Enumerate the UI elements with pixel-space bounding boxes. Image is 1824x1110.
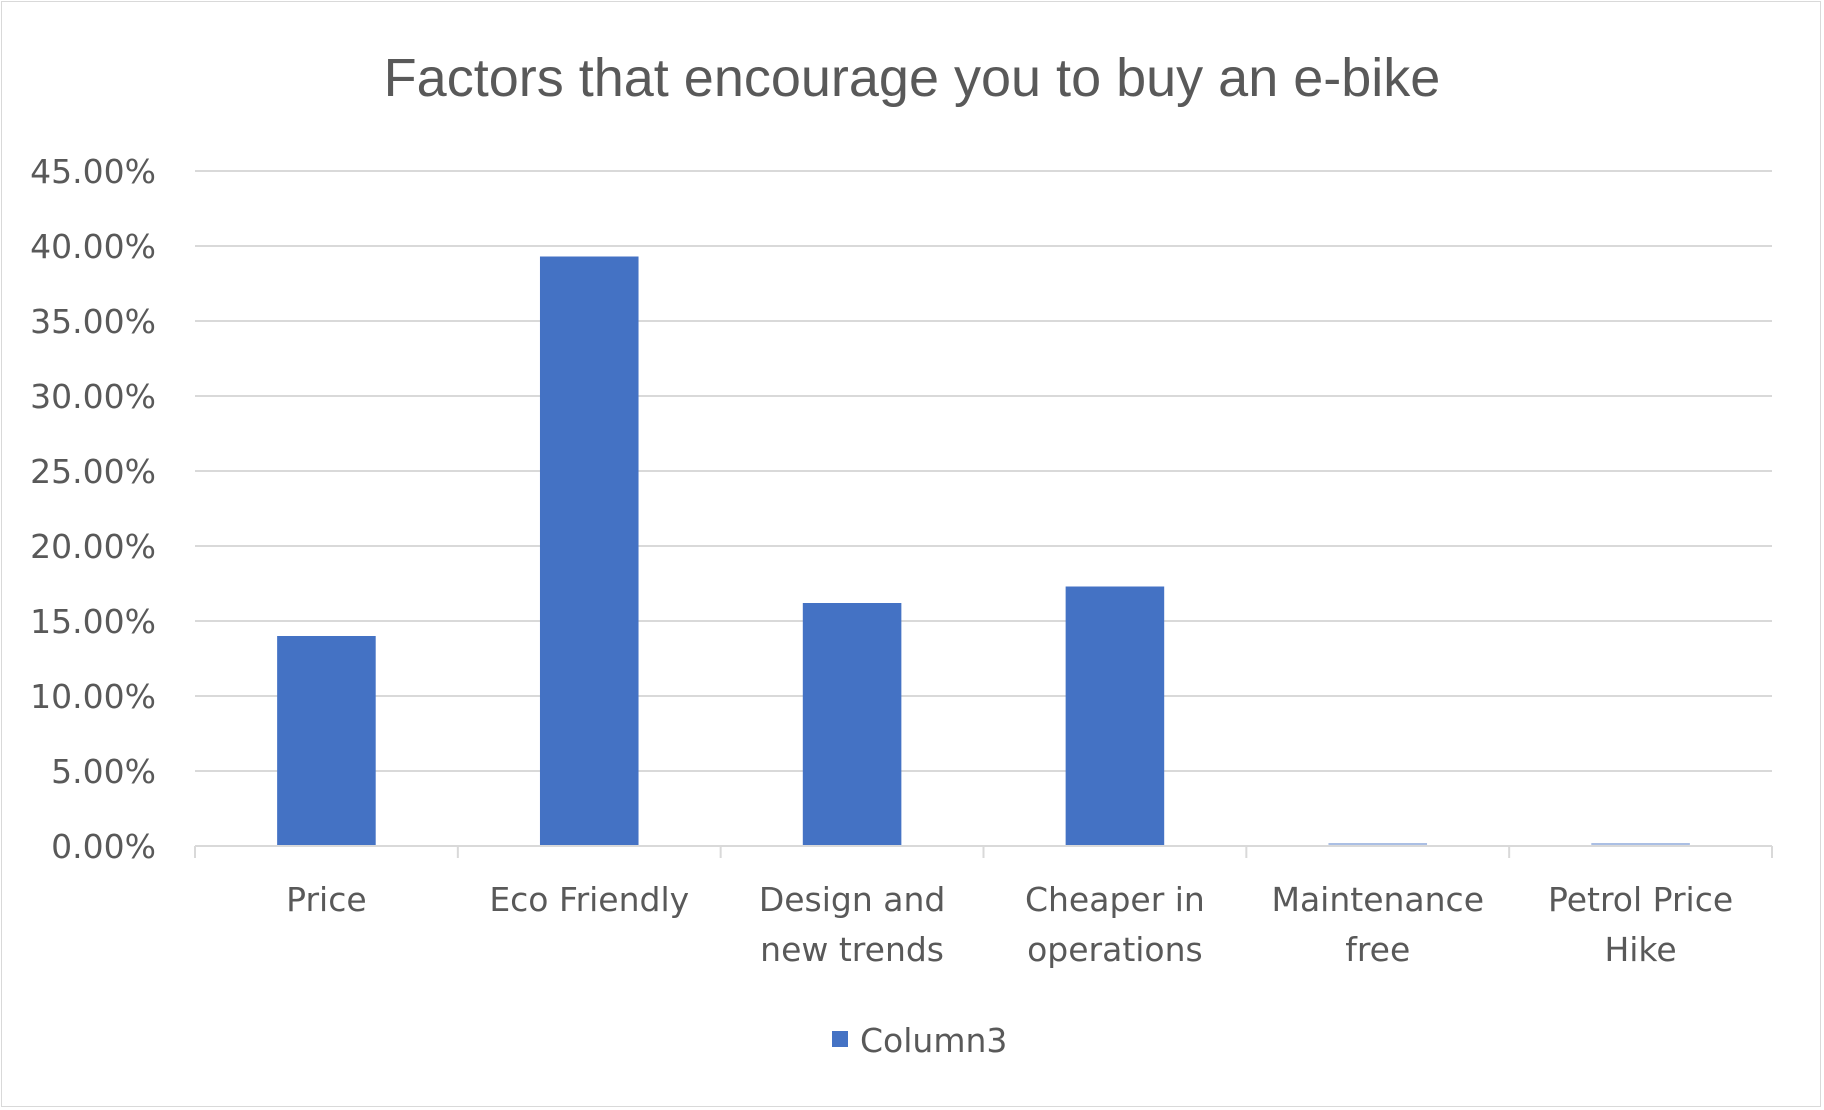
y-tick-label: 20.00% [30,527,156,566]
y-tick-label: 15.00% [30,602,156,641]
bar [277,636,376,846]
bar [1065,586,1165,846]
y-tick-label: 5.00% [51,752,156,791]
bar [1591,843,1690,846]
x-category-label: Cheaper in operations [1025,880,1205,969]
x-axis: Price Eco Friendly Design and new trends Che… [194,845,1773,969]
legend: Column3 [832,1021,1007,1060]
x-category-label: Design and new trends [759,880,946,969]
legend-swatch [832,1031,848,1047]
x-category-label: Price [286,880,367,919]
y-tick-label: 30.00% [30,377,156,416]
y-axis-tick-labels: 0.00% 5.00% 10.00% 15.00% 20.00% 25.00% 30.00%… [30,152,156,866]
bars [277,256,1690,846]
y-tick-label: 35.00% [30,302,156,341]
y-tick-label: 10.00% [30,677,156,716]
x-category-label: Eco Friendly [489,880,689,919]
y-tick-label: 0.00% [51,827,156,866]
x-category-label: Maintenance free [1271,880,1484,969]
legend-label: Column3 [860,1021,1007,1060]
gridlines [195,170,1772,772]
y-tick-label: 25.00% [30,452,156,491]
bar [802,603,902,846]
bar [539,256,639,846]
y-tick-label: 40.00% [30,227,156,266]
bar [1328,843,1428,846]
chart-title: Factors that encourage you to buy an e-b… [384,48,1441,108]
x-category-label: Petrol Price Hike [1548,880,1733,969]
y-tick-label: 45.00% [30,152,156,191]
